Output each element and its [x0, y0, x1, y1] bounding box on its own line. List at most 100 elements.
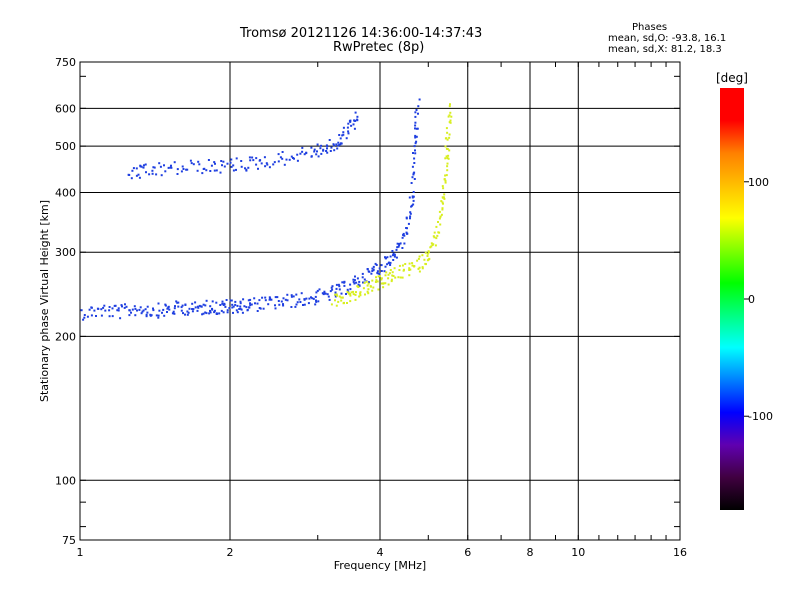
data-point — [403, 242, 406, 245]
data-point — [242, 298, 245, 301]
data-point — [430, 245, 433, 248]
data-point — [254, 302, 256, 305]
data-point — [340, 299, 343, 302]
data-point — [315, 299, 317, 302]
y-tick-label: 100 — [55, 474, 76, 487]
data-point — [328, 298, 331, 301]
data-point — [222, 160, 225, 163]
data-point — [123, 306, 126, 309]
data-point — [332, 143, 335, 146]
data-point — [369, 285, 372, 288]
data-point — [394, 276, 397, 279]
data-point — [282, 303, 284, 306]
data-point — [414, 124, 417, 127]
y-tick-label: 75 — [62, 534, 76, 547]
data-point — [228, 307, 231, 309]
data-point — [415, 140, 418, 143]
data-point — [447, 115, 450, 118]
data-point — [185, 168, 188, 171]
data-point — [273, 161, 276, 164]
data-point — [367, 282, 370, 285]
data-point — [359, 292, 362, 295]
data-point — [316, 289, 319, 292]
data-point — [342, 131, 345, 134]
data-point — [347, 132, 350, 135]
data-point — [163, 164, 165, 167]
data-point — [108, 306, 111, 308]
data-point — [449, 119, 452, 122]
data-point — [136, 309, 138, 312]
data-point — [367, 270, 370, 273]
data-point — [345, 293, 347, 295]
data-point — [441, 185, 444, 188]
data-point — [333, 144, 336, 147]
data-point — [202, 312, 205, 315]
data-point — [352, 290, 355, 293]
data-point — [349, 283, 352, 286]
data-point — [134, 307, 137, 310]
data-point — [124, 303, 126, 306]
data-point — [436, 234, 439, 237]
data-point — [342, 133, 345, 136]
data-point — [296, 301, 299, 304]
data-point — [299, 152, 302, 155]
data-point — [201, 172, 204, 175]
data-point — [408, 262, 411, 265]
data-point — [317, 155, 320, 158]
data-point — [213, 161, 216, 164]
data-point — [239, 300, 242, 303]
data-point — [370, 272, 373, 275]
data-point — [82, 318, 85, 321]
data-point — [413, 265, 416, 267]
data-point — [449, 103, 451, 106]
data-point — [361, 276, 364, 279]
data-point — [380, 270, 383, 272]
data-point — [408, 267, 411, 270]
data-point — [170, 164, 172, 167]
x-tick-label: 4 — [377, 546, 384, 559]
data-point — [318, 288, 321, 291]
data-point — [283, 163, 286, 166]
data-point — [387, 283, 390, 286]
data-point — [389, 255, 392, 258]
data-point — [221, 300, 224, 303]
data-point — [93, 309, 96, 312]
data-point — [157, 316, 160, 319]
data-point — [225, 299, 228, 301]
data-point — [314, 303, 317, 306]
data-point — [317, 300, 320, 303]
data-point — [378, 267, 381, 270]
data-point — [248, 156, 251, 159]
data-point — [298, 298, 301, 301]
data-point — [216, 312, 219, 315]
data-point — [358, 295, 361, 298]
data-point — [262, 307, 265, 310]
data-point — [290, 306, 293, 308]
data-point — [128, 314, 131, 317]
data-point — [240, 308, 243, 311]
data-point — [148, 173, 151, 176]
data-point — [187, 311, 190, 314]
data-point — [361, 272, 364, 275]
data-point — [444, 157, 447, 160]
y-tick-label: 400 — [55, 186, 76, 199]
data-point — [414, 142, 417, 145]
data-point — [258, 159, 261, 162]
data-point — [387, 273, 390, 276]
data-point — [215, 169, 218, 172]
data-point — [264, 296, 267, 299]
data-point — [335, 143, 338, 146]
data-point — [296, 153, 299, 156]
data-point — [277, 160, 280, 163]
data-point — [432, 235, 435, 238]
data-point — [281, 151, 284, 153]
data-point — [139, 165, 142, 168]
data-point — [226, 309, 229, 312]
data-point — [197, 160, 200, 163]
data-point — [146, 305, 149, 308]
data-point — [213, 311, 216, 314]
data-point — [399, 276, 402, 279]
data-point — [211, 300, 214, 303]
data-point — [167, 166, 170, 169]
data-point — [352, 280, 355, 283]
